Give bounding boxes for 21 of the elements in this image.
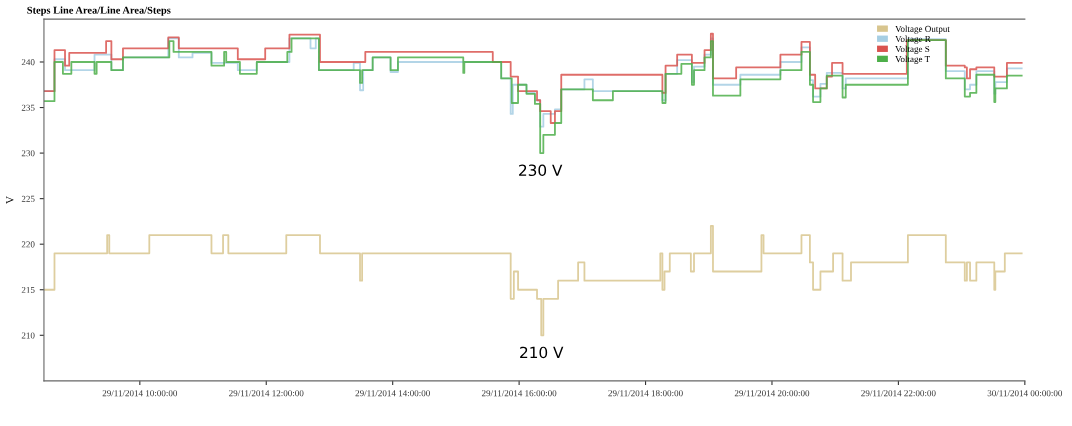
y-tick-label: 230 bbox=[21, 150, 35, 157]
x-tick-label: 29/11/2014 18:00:00 bbox=[608, 390, 683, 397]
y-tick-label: 240 bbox=[21, 59, 35, 66]
y-tick-label: 220 bbox=[21, 241, 35, 248]
x-tick-label: 29/11/2014 16:00:00 bbox=[481, 390, 557, 397]
y-axis-title: V bbox=[6, 196, 14, 204]
legend-label: Voltage Output bbox=[895, 25, 950, 34]
y-tick-label: 225 bbox=[21, 195, 35, 202]
x-tick-label: 29/11/2014 10:00:00 bbox=[102, 390, 178, 397]
annotation: 210 V bbox=[520, 346, 564, 359]
annotation: 230 V bbox=[519, 164, 563, 177]
x-tick-label: 30/11/2014 00:00:00 bbox=[987, 390, 1063, 397]
y-tick-label: 235 bbox=[21, 104, 35, 111]
text: Steps Line Area/Line Area/Steps bbox=[27, 6, 171, 16]
x-tick-label: 29/11/2014 14:00:00 bbox=[355, 390, 430, 397]
legend-label: Voltage R bbox=[895, 35, 931, 44]
x-tick-label: 29/11/2014 22:00:00 bbox=[861, 390, 936, 397]
x-tick-label: 29/11/2014 20:00:00 bbox=[734, 390, 810, 397]
y-tick-label: 215 bbox=[21, 286, 35, 293]
y-tick-label: 210 bbox=[21, 332, 35, 339]
x-tick-label: 29/11/2014 12:00:00 bbox=[229, 390, 304, 397]
